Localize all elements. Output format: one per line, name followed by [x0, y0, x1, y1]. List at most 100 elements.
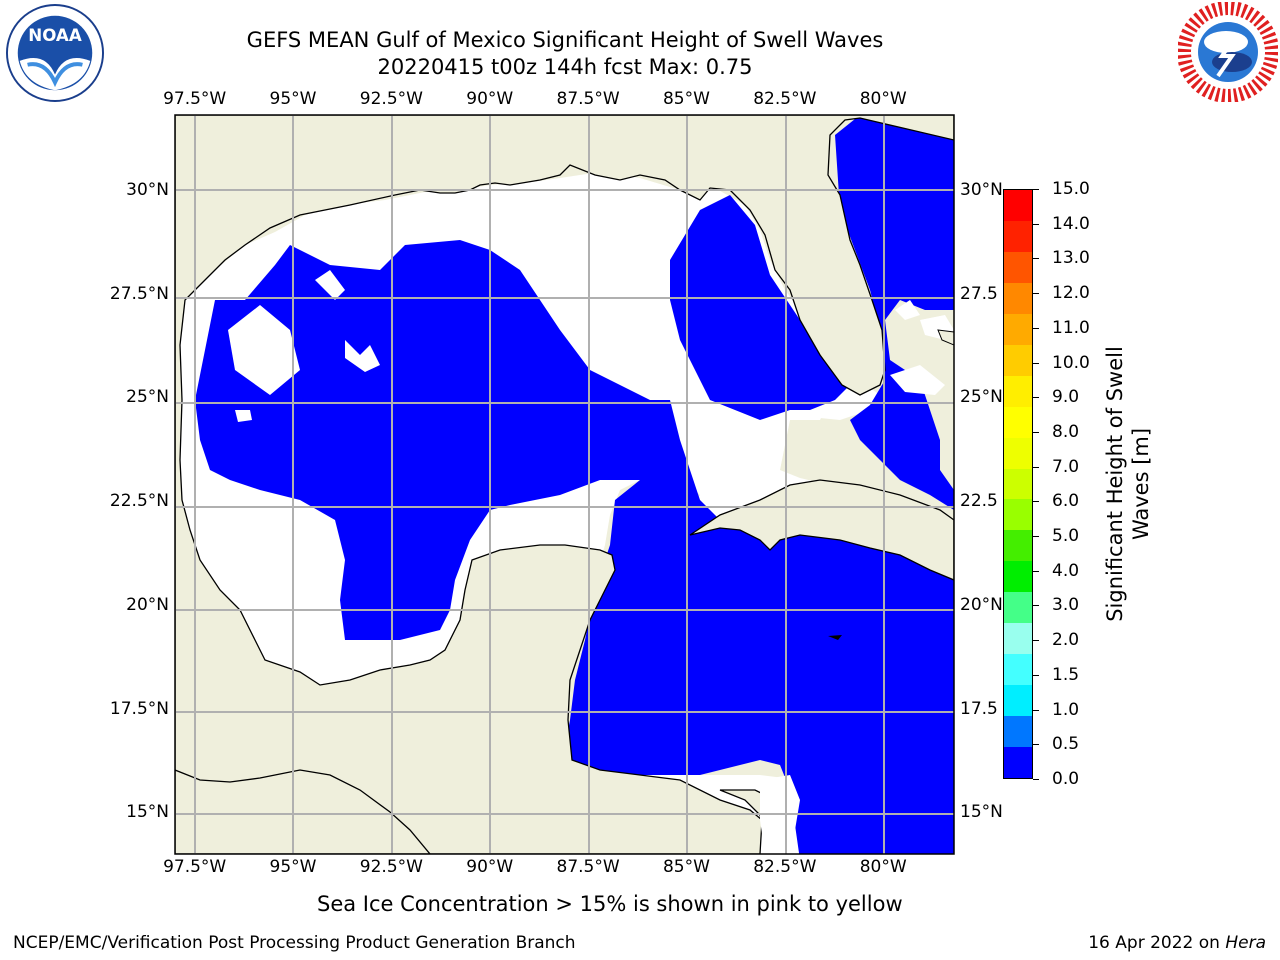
colorbar-tick-label: 4.0	[1052, 560, 1080, 581]
colorbar-title: Significant Height of Swell Waves [m]	[1103, 346, 1153, 622]
noaa-logo: NOAA	[6, 4, 104, 102]
colorbar-tick-mark	[1033, 189, 1039, 190]
colorbar-tick-label: 14.0	[1052, 213, 1090, 234]
colorbar-tick-mark	[1033, 536, 1039, 538]
colorbar-segment	[1004, 623, 1032, 655]
lon-tick-bottom: 80°W	[859, 857, 907, 877]
nws-logo	[1178, 2, 1278, 102]
lon-tick-top: 90°W	[466, 89, 514, 109]
colorbar-tick-mark	[1033, 709, 1039, 711]
colorbar-segment	[1004, 468, 1032, 500]
lat-tick-left: 27.5°N	[109, 283, 169, 304]
colorbar-tick-mark	[1033, 674, 1039, 676]
colorbar-tick-mark	[1033, 258, 1039, 260]
colorbar-segment	[1004, 282, 1032, 315]
chart-subtitle: 20220415 t00z 144h fcst Max: 0.75	[377, 55, 753, 79]
lon-tick-top: 97.5°W	[163, 89, 227, 109]
lat-tick-right: 20°N	[960, 594, 1003, 615]
colorbar-segment	[1004, 654, 1032, 686]
colorbar-tick-label: 10.0	[1052, 352, 1090, 373]
lat-tick-right: 17.5	[960, 698, 998, 719]
lat-tick-left: 17.5°N	[109, 698, 169, 719]
colorbar-tick-label: 11.0	[1052, 317, 1090, 338]
colorbar-tick-mark	[1033, 744, 1039, 746]
lon-tick-top: 87.5°W	[556, 89, 620, 109]
colorbar-tick-mark	[1033, 293, 1039, 295]
colorbar-segment	[1004, 251, 1032, 284]
lon-tick-top: 95°W	[269, 89, 317, 109]
lon-tick-top: 82.5°W	[753, 89, 817, 109]
lon-tick-top: 92.5°W	[359, 89, 423, 109]
lon-tick-bottom: 82.5°W	[753, 857, 817, 877]
lon-tick-top: 85°W	[662, 89, 710, 109]
lat-tick-left: 30°N	[126, 179, 169, 200]
lon-tick-bottom: 90°W	[466, 857, 514, 877]
colorbar-tick-label: 12.0	[1052, 283, 1090, 304]
colorbar-segment	[1004, 592, 1032, 624]
colorbar-segment	[1004, 406, 1032, 439]
colorbar-segment	[1004, 685, 1032, 717]
colorbar-tick-label: 13.0	[1052, 248, 1090, 269]
lat-tick-right: 25°N	[960, 387, 1003, 408]
colorbar-tick-label: 5.0	[1052, 526, 1080, 547]
footer-branch: NCEP/EMC/Verification Post Processing Pr…	[13, 933, 576, 953]
colorbar-tick-mark	[1033, 570, 1039, 572]
colorbar-segment	[1004, 747, 1032, 779]
lon-tick-bottom: 87.5°W	[556, 857, 620, 877]
lat-tick-left: 22.5°N	[109, 491, 169, 512]
colorbar-tick-mark	[1033, 327, 1039, 329]
land-cuba	[689, 479, 954, 581]
graticule	[175, 115, 954, 854]
footer-host: Hera	[1225, 933, 1266, 953]
colorbar-tick-label: 15.0	[1052, 179, 1090, 199]
colorbar-tick-mark	[1033, 779, 1039, 780]
colorbar-tick-mark	[1033, 362, 1039, 364]
colorbar-segment	[1004, 716, 1032, 748]
colorbar-tick-label: 1.0	[1052, 699, 1080, 720]
colorbar-tick-mark	[1033, 640, 1039, 642]
colorbar-segment	[1004, 561, 1032, 593]
lat-tick-left: 25°N	[126, 387, 169, 408]
colorbar-tick-label: 1.5	[1052, 664, 1080, 685]
colorbar-segment	[1004, 313, 1032, 346]
colorbar-segment	[1004, 499, 1032, 531]
colorbar-tick-label: 2.0	[1052, 630, 1080, 651]
colorbar-tick-label: 0.0	[1052, 769, 1080, 789]
colorbar-tick-label: 6.0	[1052, 491, 1080, 512]
colorbar-tick-label: 9.0	[1052, 387, 1080, 408]
land-jamaica	[828, 635, 842, 640]
lon-tick-bottom: 92.5°W	[359, 857, 423, 877]
colorbar-tick-label: 7.0	[1052, 456, 1080, 477]
lat-tick-right: 22.5	[960, 491, 998, 512]
colorbar-segment	[1004, 437, 1032, 470]
colorbar-tick-mark	[1033, 431, 1039, 433]
lat-tick-right: 15°N	[960, 802, 1003, 823]
colorbar	[1003, 189, 1033, 779]
svg-text:NOAA: NOAA	[28, 26, 82, 45]
colorbar-segment	[1004, 530, 1032, 562]
lon-tick-top: 80°W	[859, 89, 907, 109]
footer-date: 16 Apr 2022 on Hera	[1088, 933, 1266, 953]
lon-tick-bottom: 85°W	[662, 857, 710, 877]
map-frame	[174, 114, 955, 855]
sea-ice-caption: Sea Ice Concentration > 15% is shown in …	[317, 892, 903, 916]
colorbar-segment	[1004, 344, 1032, 377]
chart-title: GEFS MEAN Gulf of Mexico Significant Hei…	[246, 28, 884, 52]
lon-tick-bottom: 97.5°W	[163, 857, 227, 877]
colorbar-tick-mark	[1033, 466, 1039, 468]
lat-tick-left: 20°N	[126, 594, 169, 615]
swell-field-low	[195, 240, 954, 854]
land-central-america	[175, 769, 431, 854]
atlantic-field	[835, 115, 954, 510]
lat-tick-right: 27.5	[960, 283, 998, 304]
colorbar-segment	[1004, 375, 1032, 408]
lat-tick-left: 15°N	[126, 802, 169, 823]
colorbar-tick-label: 0.5	[1052, 734, 1080, 755]
colorbar-tick-mark	[1033, 397, 1039, 399]
lat-tick-right: 30°N	[960, 179, 1003, 200]
colorbar-segment	[1004, 220, 1032, 253]
lon-tick-bottom: 95°W	[269, 857, 317, 877]
colorbar-tick-label: 8.0	[1052, 421, 1080, 442]
colorbar-segment	[1004, 190, 1032, 222]
